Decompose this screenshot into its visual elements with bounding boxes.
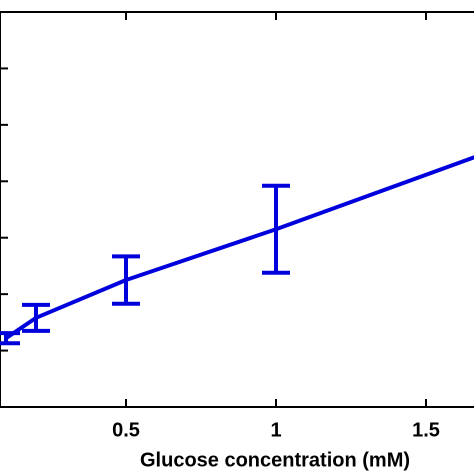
error-bar: [22, 302, 50, 333]
error-bar: [262, 183, 290, 275]
x-tick-label: 0.5: [112, 419, 140, 441]
series: [0, 155, 474, 346]
plot-frame: [0, 11, 474, 408]
error-bar: [112, 254, 140, 306]
error-bar: [0, 331, 20, 346]
x-tick-label: 1: [270, 419, 281, 441]
x-tick-label: 1.5: [412, 419, 440, 441]
x-axis-label: Glucose concentration (mM): [140, 449, 410, 471]
data-line: [4, 155, 474, 340]
